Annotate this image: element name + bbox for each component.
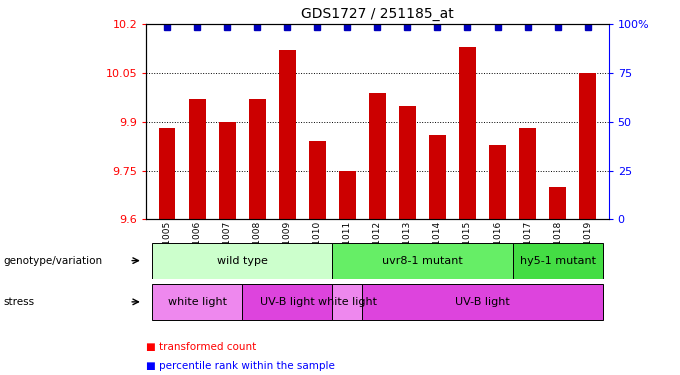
Text: uvr8-1 mutant: uvr8-1 mutant [382,256,463,266]
Text: white light: white light [318,297,377,307]
Text: genotype/variation: genotype/variation [3,256,103,266]
Text: wild type: wild type [217,256,268,266]
Text: hy5-1 mutant: hy5-1 mutant [520,256,596,266]
Bar [362,284,602,320]
Text: ■ transformed count: ■ transformed count [146,342,256,352]
Bar [152,284,242,320]
Bar [309,141,326,219]
Bar [189,99,205,219]
Bar [249,99,266,219]
Bar [339,171,356,219]
Bar [242,284,333,320]
Bar [159,128,175,219]
Text: UV-B light: UV-B light [455,297,510,307]
Bar [219,122,235,219]
Bar [520,128,536,219]
Text: stress: stress [3,297,35,307]
Bar [369,93,386,219]
Text: UV-B light: UV-B light [260,297,315,307]
Bar [513,243,602,279]
Bar [333,284,362,320]
Bar [399,106,415,219]
Title: GDS1727 / 251185_at: GDS1727 / 251185_at [301,7,454,21]
Bar [429,135,445,219]
Bar [333,243,513,279]
Bar [459,47,476,219]
Bar [152,243,333,279]
Bar [549,187,566,219]
Text: ■ percentile rank within the sample: ■ percentile rank within the sample [146,361,335,370]
Bar [489,145,506,219]
Text: white light: white light [168,297,226,307]
Bar [579,73,596,219]
Bar [279,50,296,219]
